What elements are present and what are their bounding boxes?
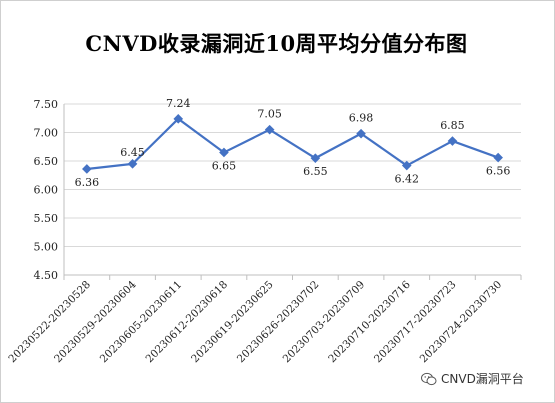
data-point [219, 147, 229, 158]
y-tick-label: 6.00 [34, 184, 59, 197]
x-tick-label: 20230626-20230702 [235, 279, 322, 366]
data-point [82, 164, 92, 174]
y-tick-label: 5.00 [34, 241, 59, 254]
x-tick-label: 20230522-20230528 [6, 279, 93, 366]
data-label: 7.05 [257, 108, 282, 121]
data-label: 6.36 [75, 176, 100, 189]
data-label: 6.42 [395, 173, 420, 186]
x-tick-label: 20230619-20230625 [189, 279, 276, 366]
y-tick-label: 6.50 [34, 155, 59, 168]
data-label: 6.45 [120, 146, 145, 159]
x-tick-label: 20230529-20230604 [52, 278, 139, 365]
data-label: 6.55 [303, 165, 328, 178]
data-point [127, 159, 138, 169]
wechat-icon [421, 372, 437, 386]
y-tick-label: 7.00 [34, 127, 59, 140]
chart-title: CNVD收录漏洞近10周平均分值分布图 [85, 31, 468, 56]
y-tick-label: 5.50 [34, 212, 59, 225]
x-tick-label: 20230612-20230618 [143, 279, 230, 366]
data-point [493, 152, 503, 163]
data-label: 6.85 [440, 119, 465, 132]
y-tick-label: 7.50 [34, 98, 59, 111]
data-label: 6.56 [486, 165, 511, 178]
data-label: 6.65 [212, 159, 237, 172]
y-tick-label: 4.50 [34, 269, 59, 282]
x-tick-label: 20230605-20230611 [98, 279, 185, 366]
x-tick-label: 20230703-20230709 [281, 279, 368, 366]
watermark: CNVD漏洞平台 [421, 370, 524, 387]
x-tick-label: 20230710-20230716 [326, 278, 413, 365]
x-tick-label: 20230724-20230730 [418, 279, 505, 366]
data-label: 7.24 [166, 97, 191, 110]
data-label: 6.98 [349, 112, 374, 125]
x-tick-label: 20230717-20230723 [372, 279, 459, 366]
watermark-text: CNVD漏洞平台 [441, 372, 524, 386]
series-line [86, 117, 499, 171]
data-point [447, 136, 458, 146]
